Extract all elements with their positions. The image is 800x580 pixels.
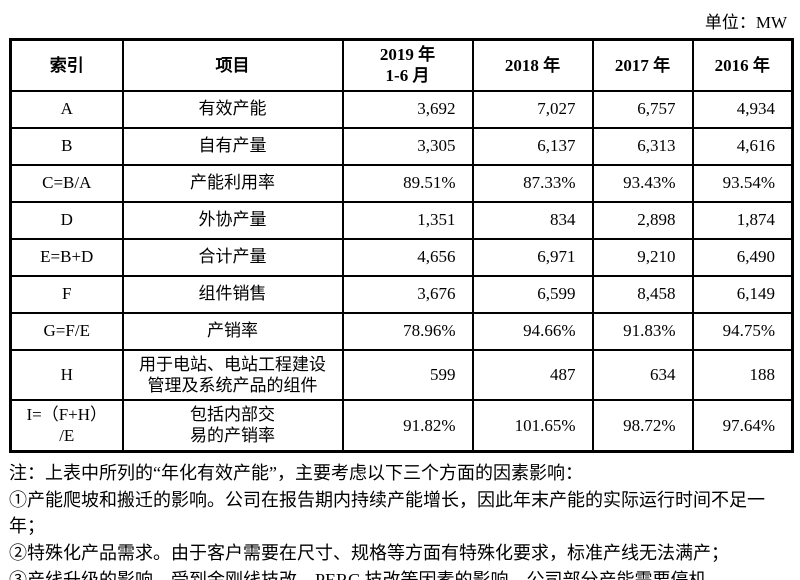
cell-2017: 9,210 <box>591 237 694 277</box>
note-item-2: ②特殊化产品需求。由于客户需要在尺寸、规格等方面有特殊化要求，标准产线无法满产； <box>9 542 729 563</box>
cell-2019h1: 4,656 <box>341 237 474 277</box>
table-row: I=（F+H） /E 包括内部交 易的产销率 91.82% 101.65% 98… <box>9 399 794 452</box>
note-intro: 注：上表中所列的“年化有效产能”，主要考虑以下三个方面的因素影响： <box>9 462 583 483</box>
cell-2019h1: 3,305 <box>341 126 474 166</box>
cell-index: E=B+D <box>9 237 124 277</box>
cell-2017: 6,757 <box>591 89 694 129</box>
cell-2018: 94.66% <box>471 311 594 351</box>
cell-2019h1: 3,676 <box>341 274 474 314</box>
cell-2017: 6,313 <box>591 126 694 166</box>
cell-2017: 93.43% <box>591 163 694 203</box>
cell-2017: 98.72% <box>591 399 694 452</box>
cell-item: 有效产能 <box>121 89 344 129</box>
cell-2018: 101.65% <box>471 399 594 452</box>
cell-2018: 6,599 <box>471 274 594 314</box>
table-row: G=F/E 产销率 78.96% 94.66% 91.83% 94.75% <box>9 311 794 351</box>
cell-index: D <box>9 200 124 240</box>
cell-2016: 4,616 <box>691 126 794 166</box>
cell-index: F <box>9 274 124 314</box>
cell-index: C=B/A <box>9 163 124 203</box>
cell-2017: 91.83% <box>591 311 694 351</box>
cell-2018: 6,971 <box>471 237 594 277</box>
note-item-1: ①产能爬坡和搬迁的影响。公司在报告期内持续产能增长，因此年末产能的实际运行时间不… <box>9 489 765 536</box>
table-row: B 自有产量 3,305 6,137 6,313 4,616 <box>9 126 794 166</box>
cell-2019h1: 1,351 <box>341 200 474 240</box>
cell-item: 外协产量 <box>121 200 344 240</box>
cell-index: G=F/E <box>9 311 124 351</box>
table-row: D 外协产量 1,351 834 2,898 1,874 <box>9 200 794 240</box>
table-row: F 组件销售 3,676 6,599 8,458 6,149 <box>9 274 794 314</box>
cell-2018: 834 <box>471 200 594 240</box>
header-2016: 2016 年 <box>691 38 794 92</box>
cell-2016: 6,149 <box>691 274 794 314</box>
cell-2016: 1,874 <box>691 200 794 240</box>
cell-item: 产能利用率 <box>121 163 344 203</box>
cell-2018: 7,027 <box>471 89 594 129</box>
cell-2017: 634 <box>591 348 694 401</box>
cell-2016: 6,490 <box>691 237 794 277</box>
header-2017: 2017 年 <box>591 38 694 92</box>
cell-2016: 97.64% <box>691 399 794 452</box>
notes-section: 注：上表中所列的“年化有效产能”，主要考虑以下三个方面的因素影响： ①产能爬坡和… <box>9 460 791 580</box>
cell-index: A <box>9 89 124 129</box>
cell-2016: 188 <box>691 348 794 401</box>
header-2019h1: 2019 年 1-6 月 <box>341 38 474 92</box>
cell-index: H <box>9 348 124 401</box>
cell-index: B <box>9 126 124 166</box>
table-row: H 用于电站、电站工程建设 管理及系统产品的组件 599 487 634 188 <box>9 348 794 401</box>
cell-item: 组件销售 <box>121 274 344 314</box>
cell-2019h1: 3,692 <box>341 89 474 129</box>
cell-2019h1: 89.51% <box>341 163 474 203</box>
cell-2019h1: 91.82% <box>341 399 474 452</box>
header-2018: 2018 年 <box>471 38 594 92</box>
cell-2016: 93.54% <box>691 163 794 203</box>
cell-2016: 4,934 <box>691 89 794 129</box>
table-row: A 有效产能 3,692 7,027 6,757 4,934 <box>9 89 794 129</box>
cell-2017: 8,458 <box>591 274 694 314</box>
table-row: C=B/A 产能利用率 89.51% 87.33% 93.43% 93.54% <box>9 163 794 203</box>
table-header-row: 索引 项目 2019 年 1-6 月 2018 年 2017 年 2016 年 <box>9 38 794 92</box>
header-index: 索引 <box>9 38 124 92</box>
cell-2019h1: 78.96% <box>341 311 474 351</box>
cell-item: 用于电站、电站工程建设 管理及系统产品的组件 <box>121 348 344 401</box>
cell-2018: 487 <box>471 348 594 401</box>
cell-item: 包括内部交 易的产销率 <box>121 399 344 452</box>
cell-2016: 94.75% <box>691 311 794 351</box>
header-item: 项目 <box>121 38 344 92</box>
table-row: E=B+D 合计产量 4,656 6,971 9,210 6,490 <box>9 237 794 277</box>
cell-item: 合计产量 <box>121 237 344 277</box>
cell-2018: 6,137 <box>471 126 594 166</box>
cell-item: 产销率 <box>121 311 344 351</box>
capacity-table: 索引 项目 2019 年 1-6 月 2018 年 2017 年 2016 年 … <box>9 38 794 453</box>
cell-2017: 2,898 <box>591 200 694 240</box>
unit-label: 单位：MW <box>704 13 787 32</box>
cell-item: 自有产量 <box>121 126 344 166</box>
cell-index: I=（F+H） /E <box>9 399 124 452</box>
note-item-3: ③产线升级的影响。受到金刚线技改，PERC 技改等因素的影响，公司部分产能需要停… <box>9 569 725 580</box>
cell-2018: 87.33% <box>471 163 594 203</box>
cell-2019h1: 599 <box>341 348 474 401</box>
